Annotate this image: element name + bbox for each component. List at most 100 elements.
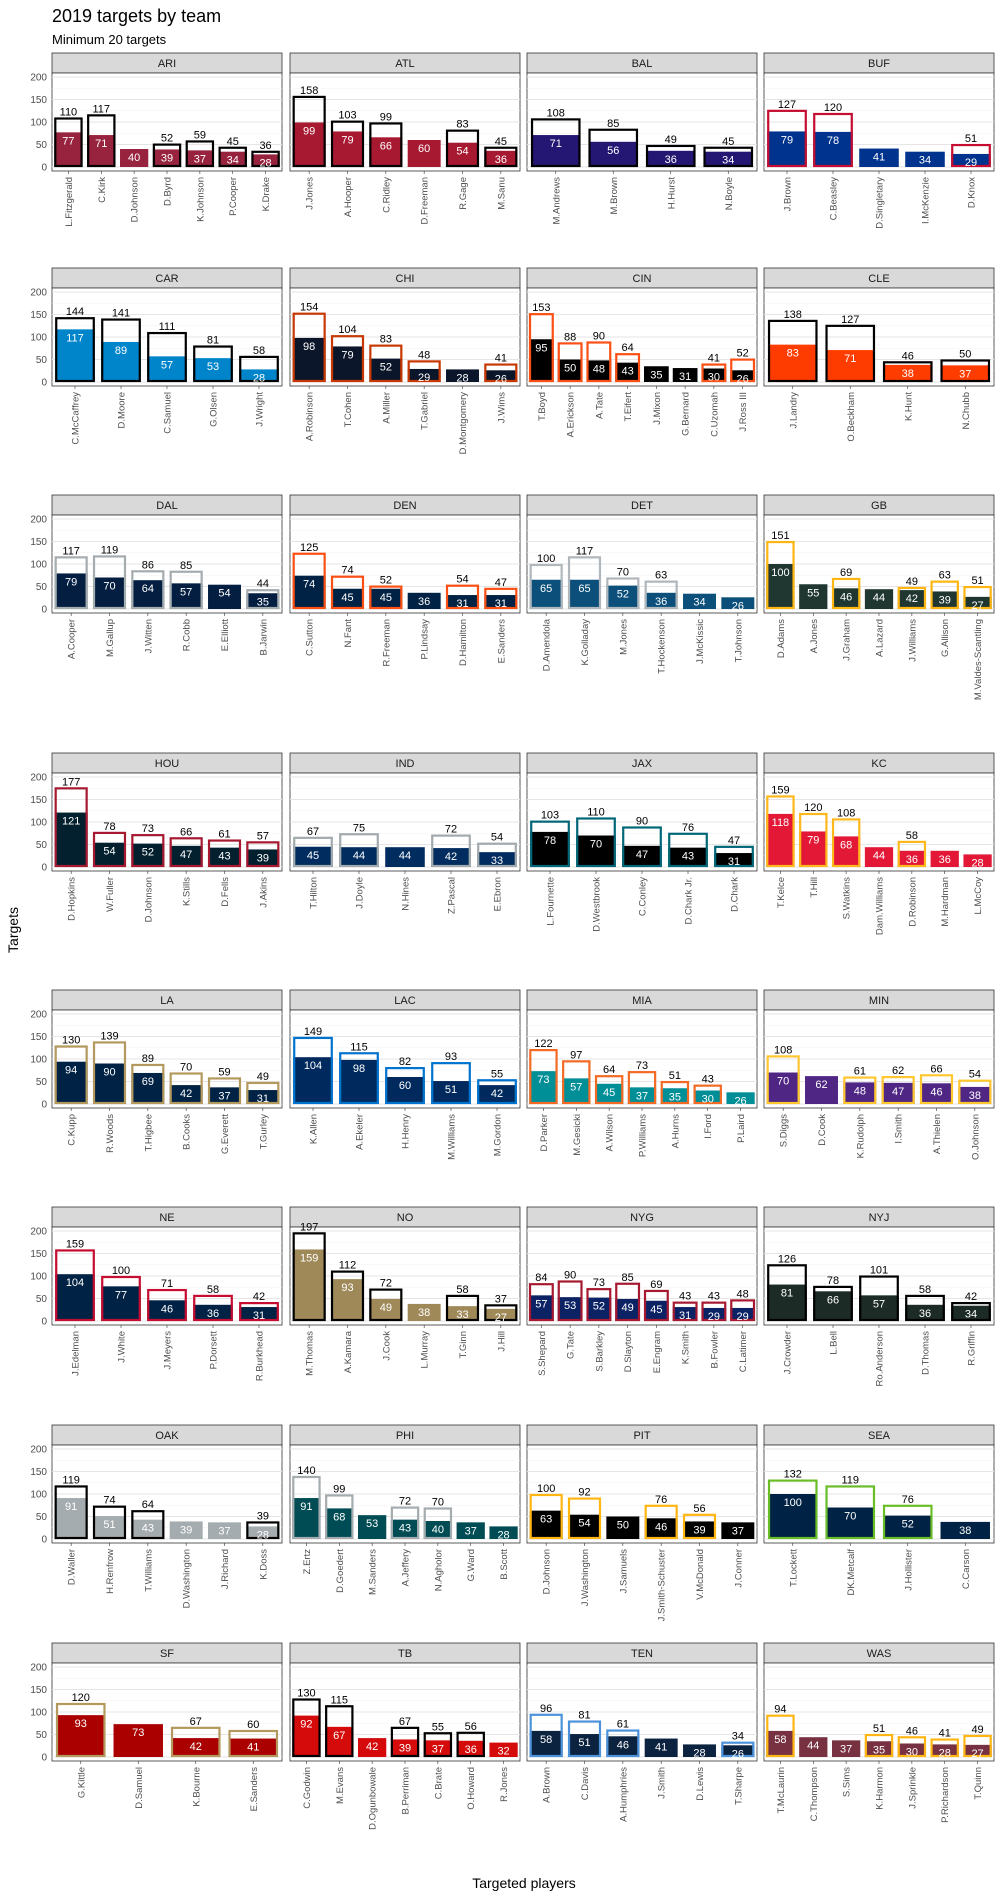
targets-bar (586, 1288, 612, 1322)
facet-strip-label: SEA (868, 1430, 891, 1442)
targets-label: 115 (331, 1694, 349, 1706)
targets-label: 78 (827, 1275, 839, 1287)
targets-bar (562, 1060, 591, 1105)
player-label: N.Chubb (961, 392, 972, 430)
targets-label: 100 (537, 1483, 555, 1495)
player-label: T.Higbee (143, 1114, 154, 1152)
targets-bar (859, 1275, 899, 1322)
receptions-label: 40 (128, 152, 140, 164)
player-label: K.Smith (681, 1331, 692, 1364)
receptions-bar (693, 1090, 722, 1104)
receptions-bar (721, 1522, 755, 1539)
targets-label: 90 (564, 1270, 576, 1282)
player-label: T.Sharpe (733, 1767, 744, 1805)
player-label: M.Gesicki (572, 1114, 583, 1156)
targets-label: 99 (333, 1483, 345, 1495)
targets-bar (92, 831, 127, 868)
targets-bar (292, 1475, 321, 1540)
targets-label: 43 (702, 1074, 714, 1086)
receptions-bar (169, 583, 203, 609)
targets-label: 99 (380, 111, 392, 123)
targets-label: 70 (432, 1497, 444, 1509)
receptions-label: 42 (491, 1088, 503, 1100)
receptions-bar (825, 1507, 875, 1539)
receptions-bar (805, 1076, 838, 1104)
targets-bar (615, 1282, 641, 1322)
player-label: J.Mixon (652, 392, 663, 425)
targets-label: 127 (841, 314, 859, 326)
player-label: R.Freeman (381, 619, 392, 667)
receptions-label: 36 (655, 596, 667, 608)
receptions-label: 30 (708, 372, 720, 384)
facet-panels: ARI 0 50 100 150 200 110 77 L.Fitzgerald 117 71 C.K… (30, 52, 995, 1830)
receptions-bar (766, 1730, 795, 1757)
targets-bar (101, 1275, 141, 1322)
receptions-label: 39 (939, 594, 951, 606)
receptions-label: 94 (65, 1065, 77, 1077)
receptions-label: 37 (218, 1525, 230, 1537)
targets-label: 59 (194, 129, 206, 141)
targets-label: 83 (456, 119, 468, 131)
targets-bar (293, 836, 333, 868)
targets-label: 97 (570, 1049, 582, 1061)
player-label: K.Allen (309, 1114, 320, 1144)
targets-label: 72 (399, 1496, 411, 1508)
targets-label: 45 (227, 136, 239, 148)
receptions-label: 34 (722, 155, 734, 167)
targets-label: 159 (771, 784, 789, 796)
receptions-bar (529, 1730, 563, 1757)
player-label: B.Jarwin (258, 619, 269, 655)
facet-panel-chi: CHI 154 98 A.Robinson 104 79 T.Cohen 83 52 A.Mill… (289, 267, 521, 454)
targets-label: 63 (655, 570, 667, 582)
targets-bar (484, 1304, 518, 1322)
targets-label: 154 (300, 302, 318, 314)
receptions-label: 52 (142, 847, 154, 859)
receptions-label: 33 (456, 1309, 468, 1321)
receptions-label: 58 (540, 1734, 552, 1746)
targets-label: 112 (339, 1260, 357, 1272)
receptions-bar (843, 1082, 877, 1104)
receptions-bar (407, 368, 441, 382)
receptions-label: 36 (906, 854, 918, 866)
receptions-label: 40 (432, 1524, 444, 1536)
targets-bar (54, 1485, 88, 1540)
player-label: K.Golladay (580, 619, 591, 666)
receptions-label: 26 (734, 1095, 746, 1107)
receptions-label: 52 (902, 1519, 914, 1531)
receptions-bar (644, 592, 678, 609)
player-label: D.Amendola (542, 618, 553, 671)
receptions-bar (325, 1508, 354, 1539)
targets-label: 92 (578, 1487, 590, 1499)
receptions-bar (883, 1515, 933, 1539)
targets-label: 36 (259, 140, 271, 152)
targets-label: 73 (142, 823, 154, 835)
targets-label: 144 (66, 306, 84, 318)
receptions-label: 43 (622, 366, 634, 378)
receptions-label: 27 (971, 1748, 983, 1760)
receptions-bar (568, 1514, 601, 1539)
receptions-label: 34 (965, 1309, 977, 1321)
facet-strip-label: ARI (158, 58, 176, 70)
player-label: A.Brown (542, 1767, 553, 1803)
receptions-bar (864, 1741, 894, 1757)
player-label: T.Eifert (623, 392, 634, 422)
player-label: D.Cook (817, 1114, 828, 1146)
targets-bar (55, 1249, 95, 1322)
receptions-label: 100 (784, 1497, 802, 1509)
receptions-label: 93 (75, 1718, 87, 1730)
targets-bar (193, 345, 233, 383)
receptions-bar (766, 813, 795, 867)
facet-strip-label: SF (160, 1648, 174, 1660)
receptions-bar (385, 847, 425, 867)
player-label: C.Ridley (381, 177, 392, 213)
receptions-label: 39 (693, 1524, 705, 1536)
receptions-label: 29 (418, 372, 430, 384)
targets-bar (930, 580, 959, 610)
player-label: C.Uzomah (709, 392, 720, 437)
facet-strip-label: NO (397, 1212, 414, 1224)
receptions-bar (331, 131, 364, 167)
receptions-label: 29 (708, 1311, 720, 1323)
targets-bar (330, 335, 365, 383)
player-label: P.Williams (638, 1114, 649, 1157)
player-label: A.Hurns (670, 1114, 681, 1149)
